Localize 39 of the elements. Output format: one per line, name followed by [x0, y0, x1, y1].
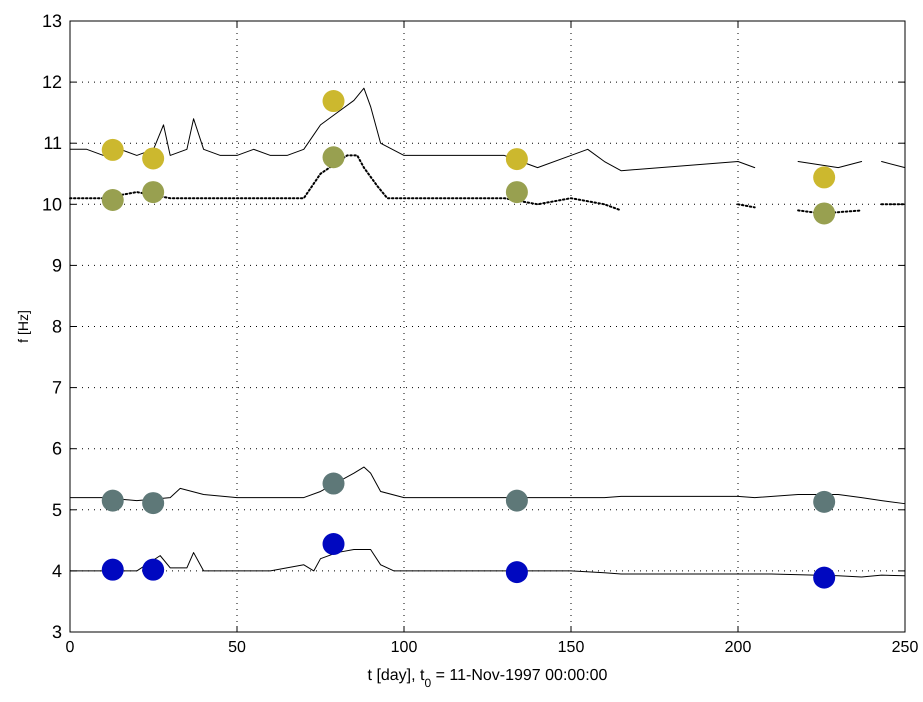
point [322, 90, 345, 112]
y-tick-label: 5 [52, 500, 62, 520]
point [813, 166, 836, 188]
x-tick-label: 50 [228, 639, 246, 656]
point [813, 566, 836, 589]
y-tick-label: 8 [52, 316, 62, 336]
point [142, 558, 164, 581]
y-tick-label: 4 [52, 560, 62, 581]
point [102, 138, 124, 161]
point [322, 146, 345, 168]
point [142, 492, 164, 514]
point [506, 148, 528, 170]
y-tick-label: 3 [52, 622, 62, 642]
x-tick-label: 200 [724, 639, 752, 656]
x-tick-label: 0 [66, 639, 75, 656]
y-tick-label: 9 [52, 255, 62, 276]
y-tick-label: 13 [42, 11, 62, 31]
y-tick-label: 7 [52, 378, 62, 398]
point [102, 189, 124, 212]
point [102, 558, 124, 581]
point [506, 181, 528, 204]
y-tick-label: 11 [43, 133, 62, 154]
y-axis-title: f [Hz] [15, 310, 31, 343]
point [322, 472, 345, 495]
point [506, 490, 528, 512]
y-tick-label: 12 [42, 72, 62, 92]
point [322, 533, 345, 556]
x-tick-label: 150 [558, 639, 584, 656]
y-tick-label: 6 [52, 438, 62, 459]
point [102, 490, 124, 512]
x-tick-label: 250 [892, 639, 918, 656]
point [142, 181, 164, 204]
x-axis-title: t [day], t$_{0}$ = 11-Nov-1997 00:00:00 [368, 667, 608, 690]
x-tick-label: 100 [390, 639, 418, 656]
point [142, 147, 164, 170]
y-tick-label: 10 [42, 194, 62, 214]
point [813, 202, 836, 224]
point [506, 561, 528, 584]
point [813, 490, 836, 513]
